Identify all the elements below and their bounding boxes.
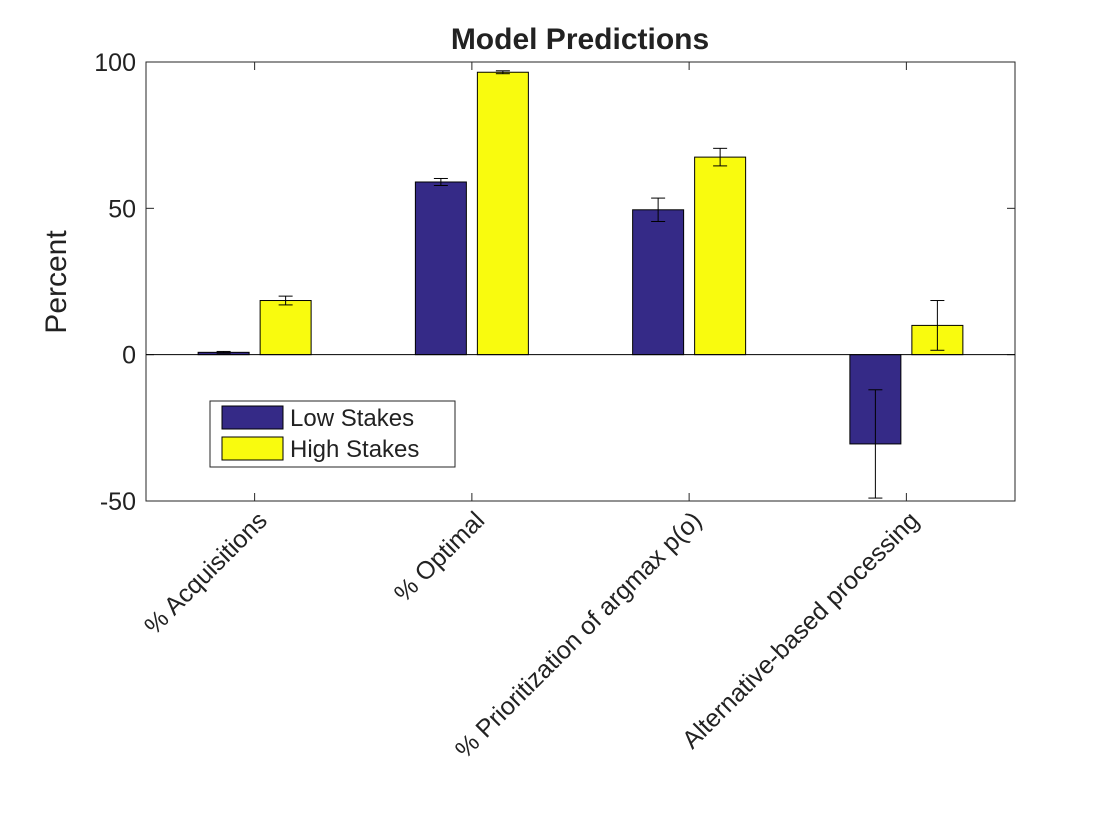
legend-swatch — [221, 436, 284, 461]
bar — [694, 156, 747, 356]
legend-swatch — [221, 405, 284, 430]
legend-label: Low Stakes — [290, 405, 414, 432]
legend-label: High Stakes — [290, 436, 419, 463]
y-tick-label: 0 — [122, 342, 136, 370]
y-axis-label: Percent — [40, 230, 73, 334]
bar — [476, 71, 529, 356]
x-category-label: % Acquisitions — [139, 506, 273, 640]
y-tick-label: 50 — [108, 195, 136, 223]
bar — [414, 181, 467, 356]
x-category-label: % Prioritization of argmax p(o) — [450, 506, 708, 764]
bar — [259, 300, 312, 356]
y-tick-label: 100 — [94, 49, 136, 77]
chart-title: Model Predictions — [451, 23, 709, 56]
x-category-label: % Optimal — [389, 506, 490, 607]
legend: Low Stakes High Stakes — [209, 400, 456, 468]
bar — [632, 209, 685, 356]
plot-frame — [145, 61, 1016, 502]
y-tick-label: -50 — [100, 488, 136, 516]
x-category-label: Alternative-based processing — [677, 506, 925, 754]
